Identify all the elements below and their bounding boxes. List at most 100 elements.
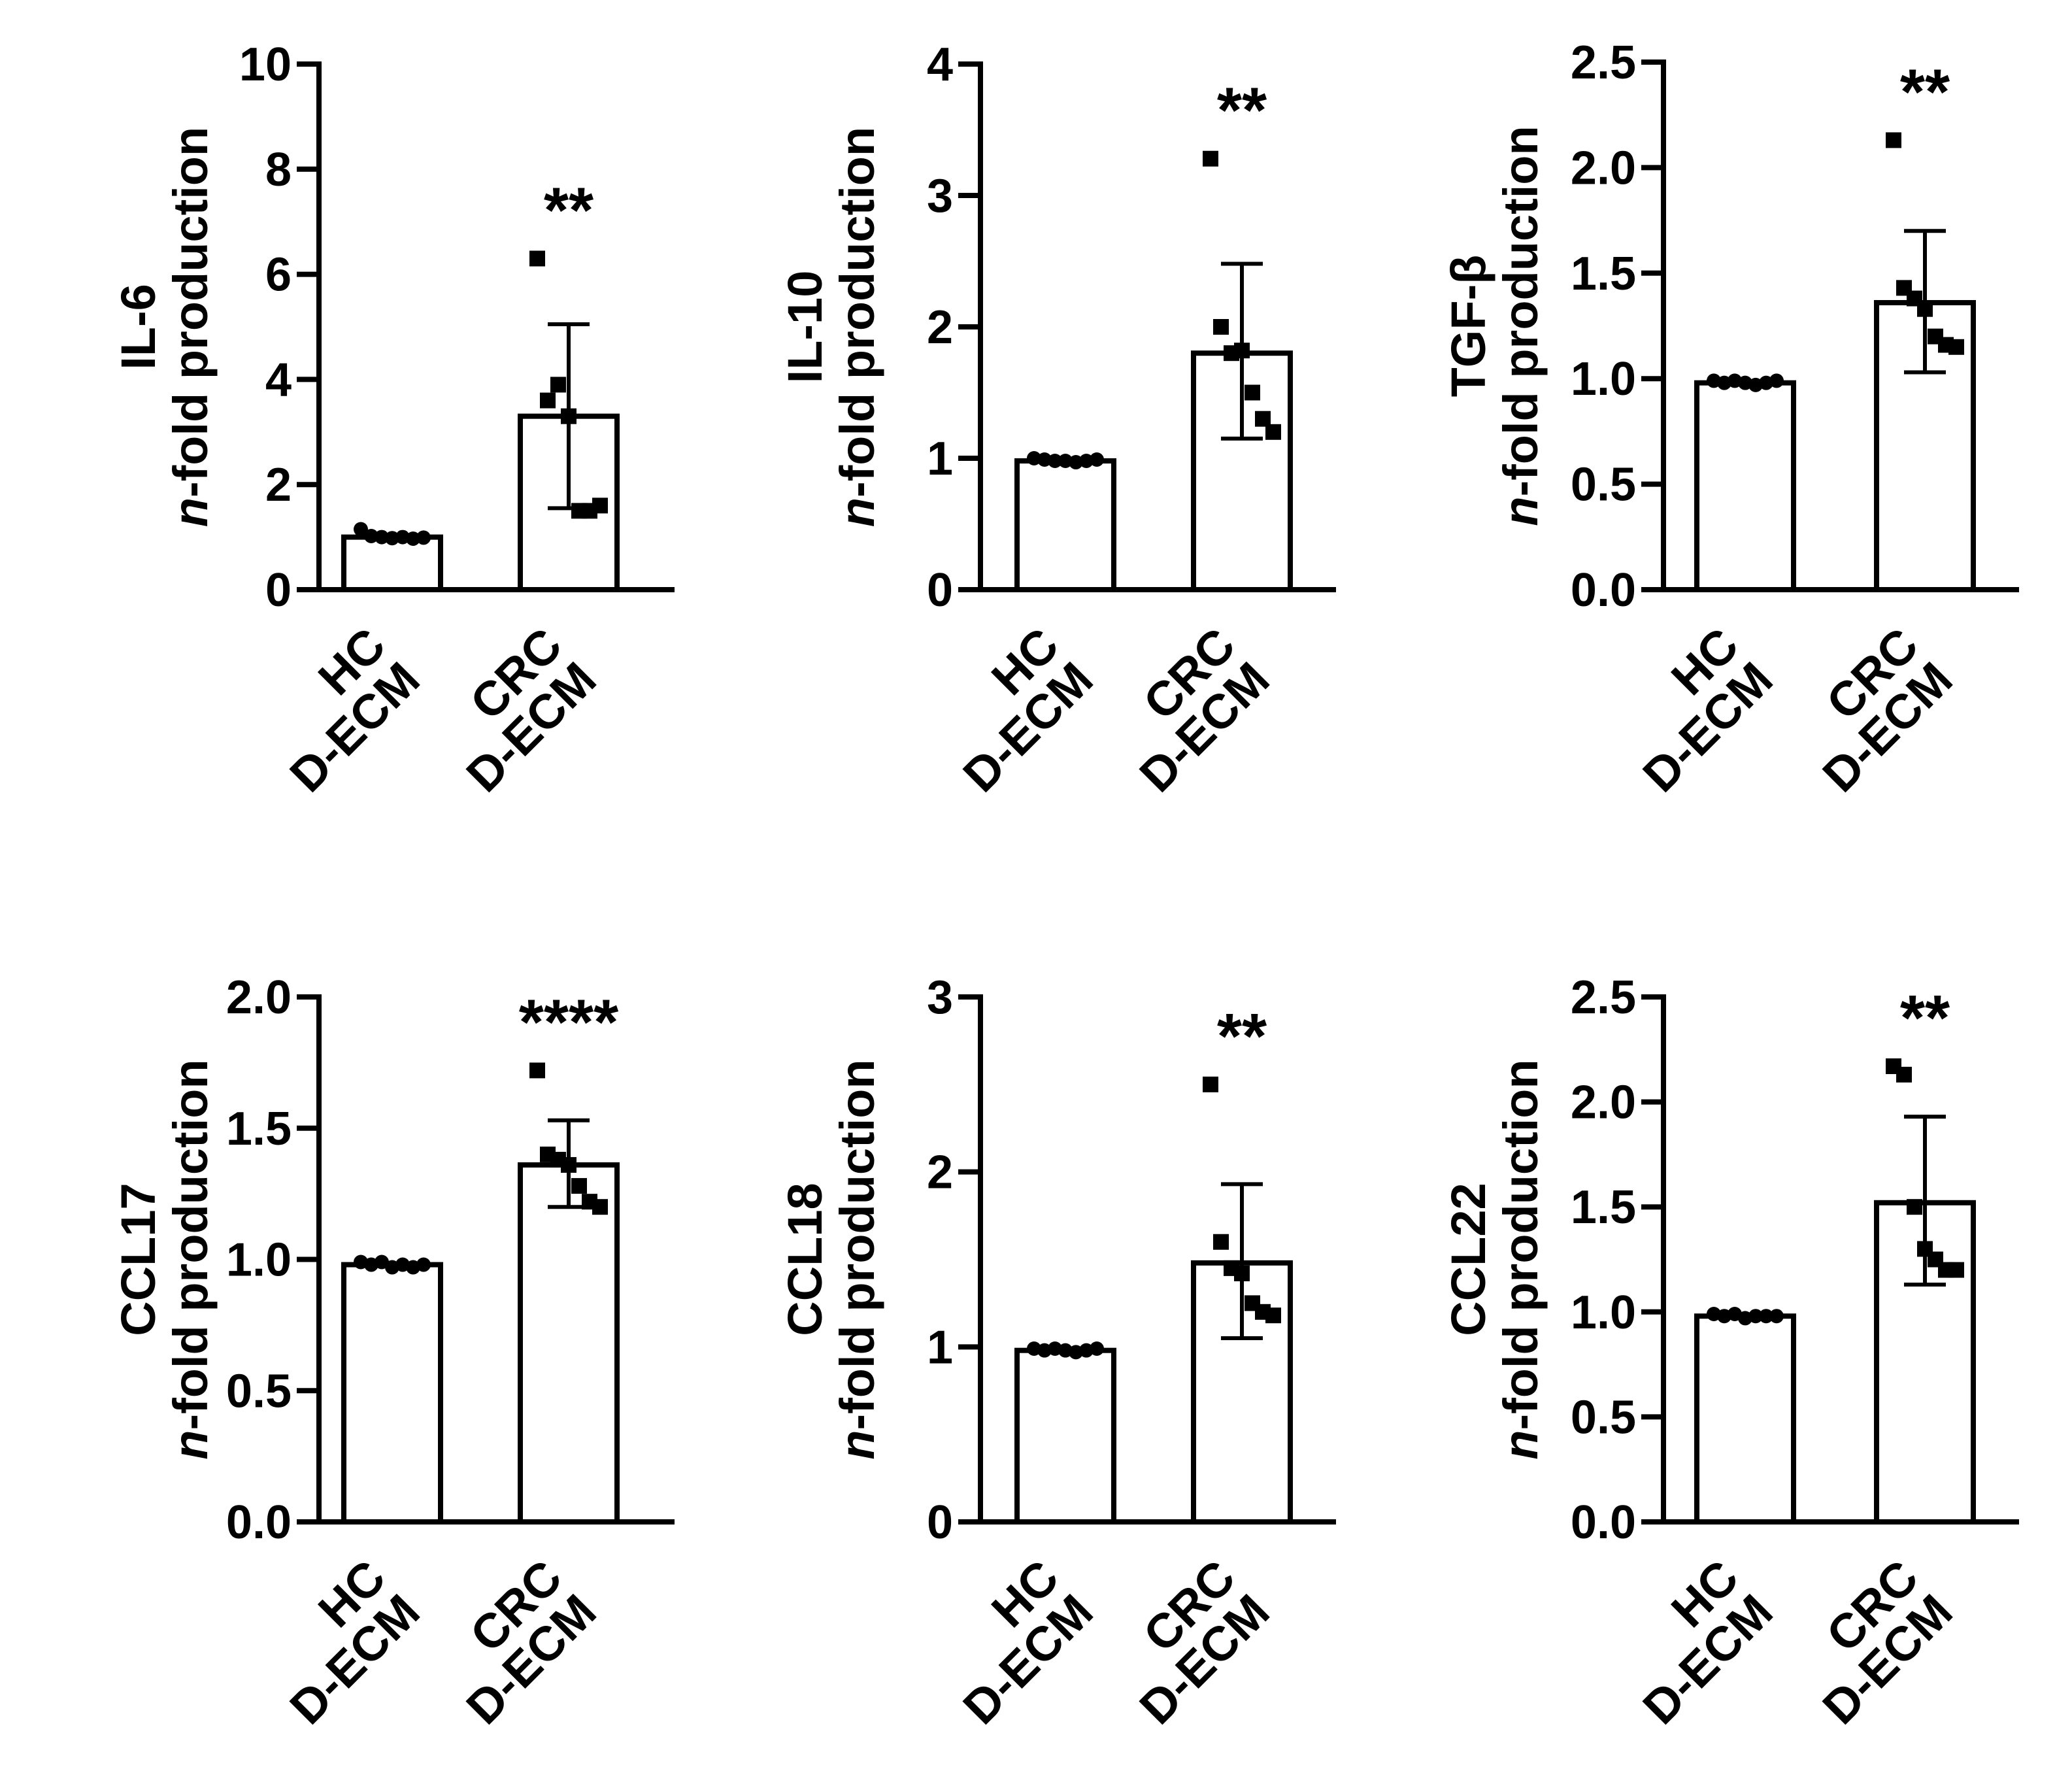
y-tick-label-ccl22-4: 2.0 xyxy=(1571,1077,1636,1129)
y-tick-label-il6-4: 8 xyxy=(265,144,292,196)
point-ccl22-0-4 xyxy=(1748,1309,1763,1324)
y-tick-label-ccl18-2: 2 xyxy=(927,1147,953,1199)
y-tick-label-ccl17-2: 1.0 xyxy=(226,1234,292,1287)
significance-ccl17: **** xyxy=(519,986,619,1058)
y-tick-label-ccl22-3: 1.5 xyxy=(1571,1181,1636,1234)
point-tgfb-0-6 xyxy=(1769,373,1784,388)
point-ccl18-1-1 xyxy=(1213,1234,1229,1250)
y-tick-label-ccl18-3: 3 xyxy=(927,971,953,1024)
point-il10-0-1 xyxy=(1037,452,1052,467)
point-tgfb-1-3 xyxy=(1917,301,1933,317)
point-il10-0-6 xyxy=(1090,452,1104,467)
point-ccl17-0-6 xyxy=(416,1257,431,1272)
y-axis-title-italic: n xyxy=(163,497,218,527)
significance-ccl18: ** xyxy=(1217,1000,1267,1072)
y-tick-label-il6-0: 0 xyxy=(265,564,292,616)
y-axis-title-italic: n xyxy=(163,1430,218,1459)
y-axis-title-sub: n-fold production xyxy=(1494,1059,1548,1459)
point-il6-0-6 xyxy=(416,530,431,545)
y-tick-label-tgfb-3: 1.5 xyxy=(1571,248,1636,300)
y-axis-title-sub: n-fold production xyxy=(163,127,218,527)
y-tick-label-ccl17-3: 1.5 xyxy=(226,1103,292,1155)
y-axis-title-rest: -fold production xyxy=(830,127,884,497)
y-axis-title-rest: -fold production xyxy=(163,127,218,497)
y-tick-label-ccl22-5: 2.5 xyxy=(1571,971,1636,1024)
point-ccl18-0-6 xyxy=(1090,1341,1104,1356)
y-axis-title-main: CCL18 xyxy=(778,1183,832,1336)
y-axis-title-italic: n xyxy=(830,1430,884,1459)
y-axis-title-rest: -fold production xyxy=(1494,1059,1548,1430)
point-il10-0-0 xyxy=(1027,451,1041,465)
point-il6-0-1 xyxy=(364,528,378,543)
point-ccl22-0-5 xyxy=(1759,1309,1773,1324)
point-il10-0-5 xyxy=(1079,454,1094,469)
point-tgfb-1-0 xyxy=(1886,132,1901,148)
point-il10-0-3 xyxy=(1058,454,1073,469)
y-tick-label-ccl22-2: 1.0 xyxy=(1571,1287,1636,1339)
y-tick-label-ccl17-4: 2.0 xyxy=(226,971,292,1024)
y-tick-label-il6-3: 6 xyxy=(265,249,292,301)
point-ccl17-1-0 xyxy=(529,1062,545,1079)
point-il6-1-0 xyxy=(529,250,545,267)
point-il10-1-5 xyxy=(1255,411,1271,427)
y-tick-label-ccl22-1: 0.5 xyxy=(1571,1391,1636,1443)
point-il6-0-2 xyxy=(375,530,389,545)
y-axis-title-italic: n xyxy=(1494,1430,1548,1459)
point-il10-1-1 xyxy=(1213,319,1229,335)
y-axis-title-main: IL-6 xyxy=(111,284,165,370)
y-axis-title-rest: -fold production xyxy=(1494,126,1548,496)
y-tick-label-tgfb-2: 1.0 xyxy=(1571,353,1636,405)
point-il6-1-3 xyxy=(561,408,576,424)
point-il6-0-3 xyxy=(385,531,399,546)
y-axis-title-main: IL-10 xyxy=(778,271,832,384)
y-tick-label-tgfb-4: 2.0 xyxy=(1571,142,1636,194)
y-axis-title-tgfb: TGF-βn-fold production xyxy=(1441,126,1548,526)
y-axis-title-sub: n-fold production xyxy=(163,1059,218,1459)
y-tick-label-il6-5: 10 xyxy=(239,39,292,91)
point-il10-1-3 xyxy=(1234,343,1250,359)
y-tick-label-ccl22-0: 0.0 xyxy=(1571,1496,1636,1549)
point-ccl22-1-2 xyxy=(1907,1199,1922,1215)
y-tick-label-ccl17-0: 0.0 xyxy=(226,1496,292,1549)
significance-ccl22: ** xyxy=(1900,982,1950,1054)
point-ccl18-1-6 xyxy=(1265,1307,1281,1324)
bar-ccl22-0 xyxy=(1694,1313,1796,1525)
y-tick-label-il6-1: 2 xyxy=(265,459,292,511)
bar-ccl17-1 xyxy=(518,1162,620,1525)
point-il10-1-4 xyxy=(1245,384,1260,401)
point-ccl17-1-4 xyxy=(571,1178,587,1194)
y-axis-title-italic: n xyxy=(830,497,884,527)
significance-il6: ** xyxy=(544,174,594,246)
y-tick-label-ccl18-1: 1 xyxy=(927,1321,953,1373)
point-ccl22-0-6 xyxy=(1769,1309,1784,1324)
y-tick-label-ccl18-0: 0 xyxy=(927,1496,953,1549)
point-ccl22-1-6 xyxy=(1948,1262,1964,1278)
y-tick-label-tgfb-5: 2.5 xyxy=(1571,37,1636,89)
y-tick-label-il10-2: 2 xyxy=(927,301,953,354)
bar-tgfb-0 xyxy=(1694,380,1796,592)
y-axis-title-sub: n-fold production xyxy=(1494,126,1548,526)
y-axis-title-sub: n-fold production xyxy=(830,1059,884,1459)
bar-ccl18-0 xyxy=(1014,1347,1116,1525)
y-tick-label-tgfb-0: 0.0 xyxy=(1571,564,1636,616)
y-axis-title-sub: n-fold production xyxy=(830,127,884,527)
y-axis-title-rest: -fold production xyxy=(163,1059,218,1430)
point-il10-0-4 xyxy=(1069,455,1083,470)
y-axis-title-main: CCL22 xyxy=(1441,1183,1496,1336)
point-ccl17-1-6 xyxy=(592,1199,608,1215)
point-tgfb-1-6 xyxy=(1948,339,1964,355)
y-axis-title-rest: -fold production xyxy=(830,1059,884,1430)
point-il10-1-6 xyxy=(1265,424,1281,440)
point-ccl18-1-3 xyxy=(1234,1265,1250,1281)
point-il6-1-1 xyxy=(540,392,556,409)
y-axis-title-il10: IL-10n-fold production xyxy=(778,127,884,527)
bar-il6-0 xyxy=(341,534,443,592)
y-tick-label-il10-1: 1 xyxy=(927,433,953,485)
significance-tgfb: ** xyxy=(1900,56,1950,127)
significance-il10: ** xyxy=(1217,75,1267,146)
y-axis-title-main: CCL17 xyxy=(111,1183,165,1336)
point-il6-1-6 xyxy=(592,497,608,514)
